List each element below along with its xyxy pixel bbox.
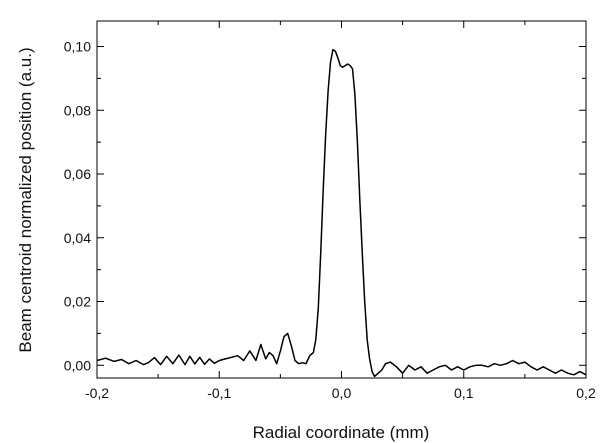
series-line bbox=[96, 48, 587, 378]
y-axis-title: Beam centroid normalized position (a.u.) bbox=[16, 47, 35, 352]
x-tick-label: 0,1 bbox=[454, 385, 474, 401]
axis-ticks bbox=[96, 21, 587, 378]
axis-tick-labels: -0,2 -0,1 0,0 0,1 0,2 0,00 0,02 0,04 0,06 0,08 0,1… bbox=[64, 39, 596, 402]
y-tick-label: 0,02 bbox=[64, 294, 91, 310]
y-tick-label: 0,06 bbox=[64, 166, 91, 182]
x-tick-label: -0,1 bbox=[207, 385, 231, 401]
y-tick-label: 0,04 bbox=[64, 230, 91, 246]
x-tick-label: 0,0 bbox=[332, 385, 352, 401]
x-tick-label: 0,2 bbox=[576, 385, 596, 401]
y-tick-label: 0,08 bbox=[64, 102, 91, 118]
y-tick-label: 0,10 bbox=[64, 39, 91, 55]
y-tick-label: 0,00 bbox=[64, 357, 91, 373]
x-tick-label: -0,2 bbox=[85, 385, 109, 401]
plot-frame bbox=[96, 20, 587, 379]
x-axis-title: Radial coordinate (mm) bbox=[253, 423, 430, 442]
